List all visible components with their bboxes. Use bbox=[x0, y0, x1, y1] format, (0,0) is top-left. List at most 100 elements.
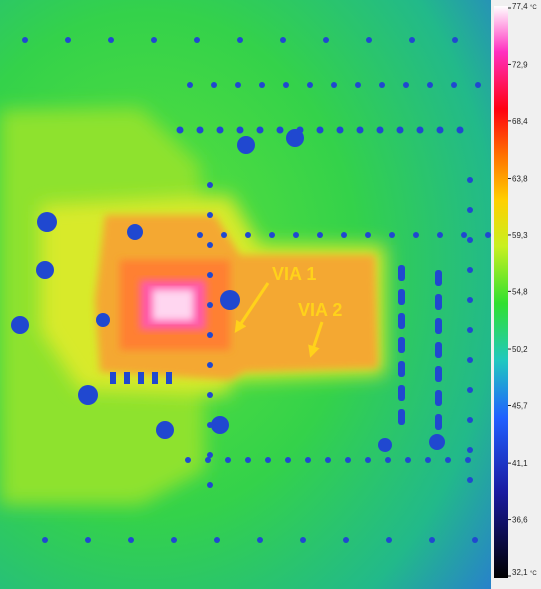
via-dot bbox=[467, 417, 473, 423]
via-dot bbox=[413, 232, 419, 238]
via-dot bbox=[366, 37, 372, 43]
via-dot bbox=[429, 537, 435, 543]
via-dot bbox=[396, 126, 404, 134]
via-slot bbox=[435, 270, 442, 286]
via-dot bbox=[355, 82, 361, 88]
via-dot bbox=[436, 126, 444, 134]
via-dot bbox=[207, 272, 213, 278]
via-dot bbox=[336, 126, 344, 134]
via-dot bbox=[416, 126, 424, 134]
via-dot bbox=[427, 82, 433, 88]
via-dot bbox=[467, 207, 473, 213]
via-dot bbox=[323, 37, 329, 43]
via-dot bbox=[22, 37, 28, 43]
via-dot bbox=[171, 537, 177, 543]
via-dot bbox=[343, 537, 349, 543]
via-dot bbox=[300, 537, 306, 543]
via-dot bbox=[437, 232, 443, 238]
via-dot bbox=[461, 232, 467, 238]
colorbar-tick-label: 41,1 bbox=[512, 459, 528, 468]
via-dot bbox=[185, 457, 191, 463]
colorbar-tick-label: 54,8 bbox=[512, 287, 528, 296]
colorbar-tick-label: 77,4 bbox=[512, 2, 528, 11]
via-dot bbox=[128, 537, 134, 543]
via-dot bbox=[216, 126, 224, 134]
via-dot bbox=[257, 537, 263, 543]
via-slot bbox=[138, 372, 144, 384]
via-dot bbox=[108, 37, 114, 43]
via-slot bbox=[398, 385, 405, 401]
via-slot bbox=[435, 366, 442, 382]
via-slot bbox=[435, 294, 442, 310]
via-dot bbox=[456, 126, 464, 134]
via-dot bbox=[196, 126, 204, 134]
via-dot bbox=[386, 537, 392, 543]
colorbar-tick-label: 45,7 bbox=[512, 401, 528, 410]
via-dot bbox=[211, 416, 229, 434]
via-dot bbox=[365, 232, 371, 238]
colorbar-tick-label: 59,3 bbox=[512, 231, 528, 240]
colorbar-tick-label: 63,8 bbox=[512, 175, 528, 184]
via-dot bbox=[207, 332, 213, 338]
via-dot bbox=[269, 232, 275, 238]
via-dot bbox=[451, 82, 457, 88]
colorbar bbox=[494, 6, 508, 578]
colorbar-tick-label: 72,9 bbox=[512, 60, 528, 69]
via-dot bbox=[467, 357, 473, 363]
via-dot bbox=[365, 457, 371, 463]
via-dot bbox=[409, 37, 415, 43]
colorbar-unit: °C bbox=[530, 5, 537, 11]
via-dot bbox=[127, 224, 143, 240]
via-dot bbox=[245, 232, 251, 238]
annotation: VIA 1 bbox=[272, 264, 316, 284]
via-dot bbox=[220, 290, 240, 310]
via-slot bbox=[398, 265, 405, 281]
via-dot bbox=[85, 537, 91, 543]
via-dot bbox=[176, 126, 184, 134]
hotspot-core bbox=[152, 289, 194, 321]
colorbar-tick-label: 32,1 bbox=[512, 568, 528, 577]
colorbar-ticks: 77,4 72,9 68,4 63,8 59,3 54,8 50,2 45,7 41,1 36,6… bbox=[508, 2, 537, 577]
via-slot bbox=[398, 361, 405, 377]
via-dot bbox=[235, 82, 241, 88]
via-dot bbox=[205, 457, 211, 463]
via-dot bbox=[341, 232, 347, 238]
via-dot bbox=[356, 126, 364, 134]
via-slot bbox=[435, 390, 442, 406]
via-dot bbox=[207, 482, 213, 488]
via-dot bbox=[467, 327, 473, 333]
via-slot bbox=[166, 372, 172, 384]
via-dot bbox=[317, 232, 323, 238]
thermal-image: VIA 1 VIA 2 bbox=[0, 0, 491, 589]
colorbar-tick-label: 68,4 bbox=[512, 117, 528, 126]
via-dot bbox=[197, 232, 203, 238]
via-dot bbox=[485, 232, 491, 238]
via-dot bbox=[293, 232, 299, 238]
via-dot bbox=[307, 82, 313, 88]
via-dot bbox=[467, 297, 473, 303]
via-dot bbox=[316, 126, 324, 134]
via-slot bbox=[152, 372, 158, 384]
via-dot bbox=[452, 37, 458, 43]
via-dot bbox=[96, 313, 110, 327]
via-dot bbox=[325, 457, 331, 463]
via-dot bbox=[11, 316, 29, 334]
via-dot bbox=[345, 457, 351, 463]
via-dot bbox=[245, 457, 251, 463]
via-dot bbox=[472, 537, 478, 543]
via-dot bbox=[151, 37, 157, 43]
annotation: VIA 2 bbox=[298, 300, 342, 320]
vias bbox=[11, 37, 491, 543]
via-dot bbox=[467, 477, 473, 483]
via-dot bbox=[467, 387, 473, 393]
via-dot bbox=[331, 82, 337, 88]
via-dot bbox=[285, 457, 291, 463]
via-dot bbox=[429, 434, 445, 450]
via-dot bbox=[379, 82, 385, 88]
via-dot bbox=[467, 267, 473, 273]
via-slot bbox=[435, 414, 442, 430]
via-dot bbox=[214, 537, 220, 543]
via-dot bbox=[425, 457, 431, 463]
via-dot bbox=[376, 126, 384, 134]
